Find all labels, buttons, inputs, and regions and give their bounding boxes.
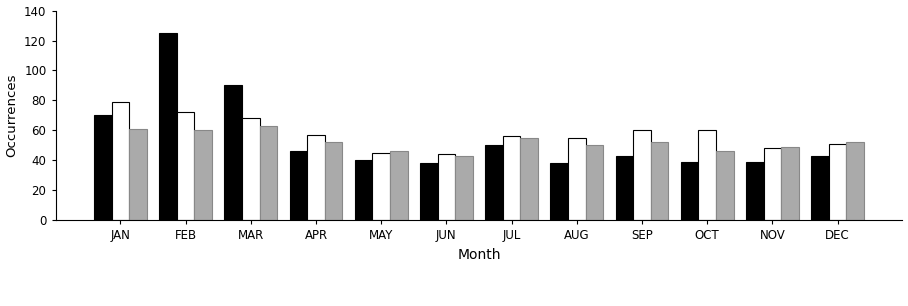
Bar xyxy=(811,156,829,220)
Bar xyxy=(260,126,277,220)
Bar xyxy=(224,85,242,220)
Bar xyxy=(325,142,342,220)
Bar xyxy=(159,33,177,220)
Bar xyxy=(372,153,390,220)
Bar xyxy=(355,160,372,220)
Bar xyxy=(438,155,455,220)
Bar xyxy=(550,163,568,220)
Bar xyxy=(455,156,473,220)
Bar xyxy=(307,135,325,220)
Bar xyxy=(681,162,698,220)
Bar xyxy=(651,142,668,220)
Bar xyxy=(290,151,307,220)
Bar xyxy=(716,151,734,220)
Bar xyxy=(764,148,781,220)
Bar xyxy=(846,142,864,220)
Bar xyxy=(568,138,586,220)
Bar xyxy=(616,156,633,220)
Bar xyxy=(112,102,129,220)
Bar xyxy=(129,129,147,220)
Bar xyxy=(746,162,764,220)
Bar xyxy=(390,151,408,220)
Bar xyxy=(586,145,603,220)
Bar xyxy=(698,130,716,220)
Bar xyxy=(829,144,846,220)
X-axis label: Month: Month xyxy=(458,248,500,262)
Bar xyxy=(194,130,212,220)
Bar xyxy=(94,115,112,220)
Bar xyxy=(633,130,651,220)
Bar xyxy=(503,136,520,220)
Bar xyxy=(242,118,260,220)
Bar xyxy=(420,163,438,220)
Bar xyxy=(781,147,799,220)
Y-axis label: Occurrences: Occurrences xyxy=(5,74,18,157)
Bar xyxy=(520,138,538,220)
Bar xyxy=(177,112,194,220)
Bar xyxy=(485,145,503,220)
